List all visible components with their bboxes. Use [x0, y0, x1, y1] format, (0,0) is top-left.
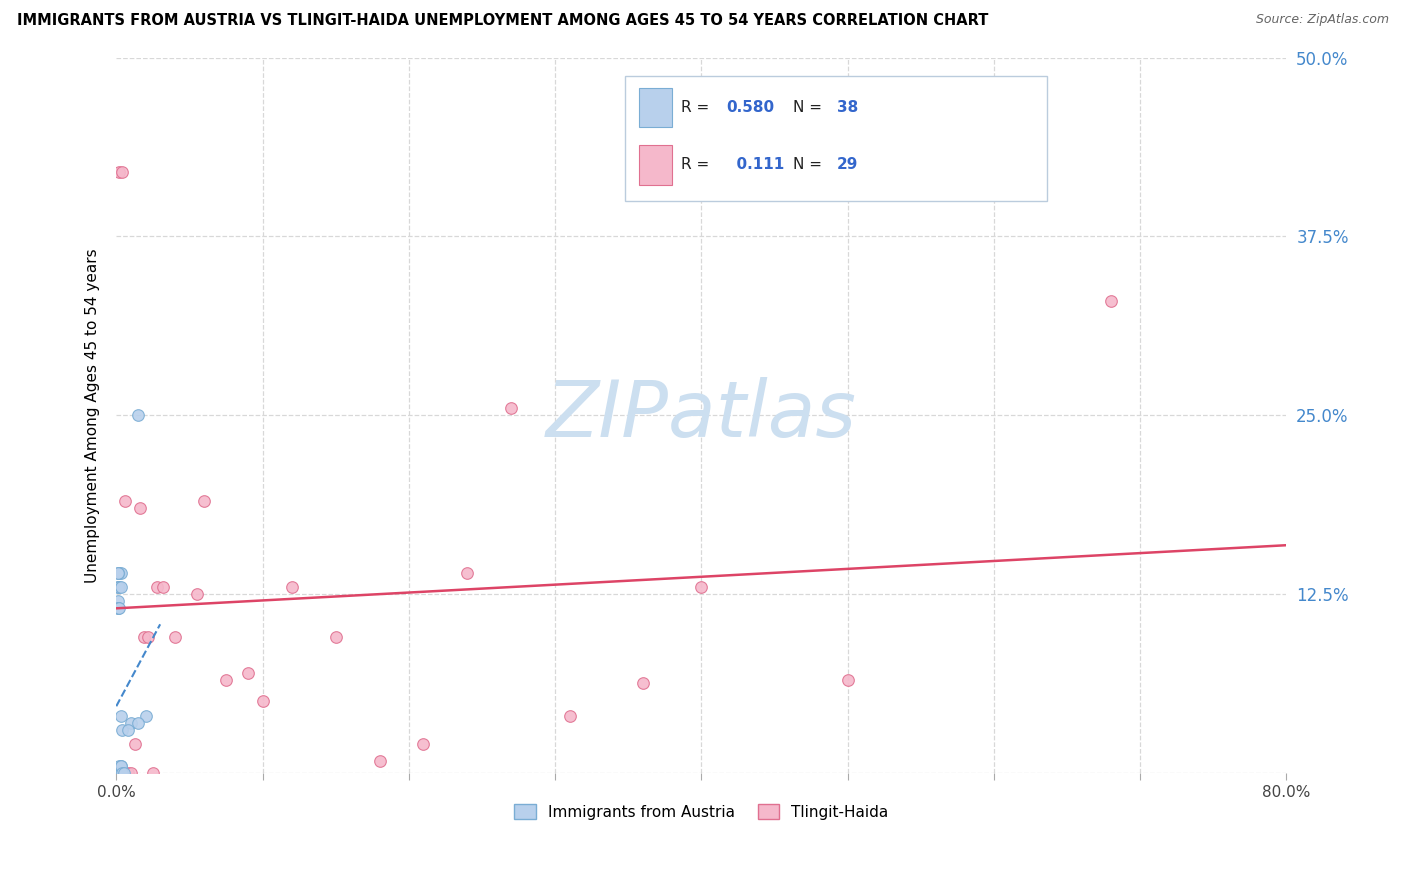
Point	[152, 580, 174, 594]
Point	[127, 408, 149, 422]
Point	[163, 630, 186, 644]
Text: 29: 29	[837, 158, 859, 172]
Point	[281, 580, 304, 594]
Point	[142, 765, 165, 780]
FancyBboxPatch shape	[626, 76, 1046, 201]
Point	[112, 765, 135, 780]
Point	[1099, 293, 1122, 308]
Point	[107, 566, 129, 580]
Point	[111, 765, 134, 780]
Text: R =: R =	[682, 100, 714, 115]
Point	[107, 765, 129, 780]
Point	[135, 708, 157, 723]
Point	[110, 765, 132, 780]
Point	[114, 494, 136, 508]
Point	[110, 566, 132, 580]
Point	[146, 580, 169, 594]
Point	[108, 566, 131, 580]
Point	[124, 737, 146, 751]
Y-axis label: Unemployment Among Ages 45 to 54 years: Unemployment Among Ages 45 to 54 years	[86, 248, 100, 582]
Point	[325, 630, 347, 644]
Point	[107, 580, 129, 594]
Point	[631, 675, 654, 690]
Point	[236, 665, 259, 680]
Point	[186, 587, 208, 601]
Text: ZIPatlas: ZIPatlas	[546, 377, 856, 453]
Point	[111, 723, 134, 737]
Point	[252, 694, 274, 708]
Point	[132, 630, 155, 644]
Point	[108, 765, 131, 780]
Point	[117, 765, 139, 780]
Legend: Immigrants from Austria, Tlingit-Haida: Immigrants from Austria, Tlingit-Haida	[508, 797, 894, 826]
Point	[107, 765, 129, 780]
Point	[456, 566, 478, 580]
Text: N =: N =	[793, 158, 827, 172]
Point	[111, 165, 134, 179]
Point	[108, 580, 131, 594]
Point	[837, 673, 859, 687]
Point	[120, 765, 142, 780]
Point	[107, 601, 129, 615]
Text: 0.580: 0.580	[725, 100, 775, 115]
Point	[558, 708, 581, 723]
Point	[105, 765, 128, 780]
Point	[127, 715, 149, 730]
Point	[110, 580, 132, 594]
Point	[107, 566, 129, 580]
Point	[117, 723, 139, 737]
Point	[107, 765, 129, 780]
Point	[107, 765, 129, 780]
Text: R =: R =	[682, 158, 714, 172]
Point	[108, 165, 131, 179]
Point	[193, 494, 215, 508]
Point	[108, 601, 131, 615]
Point	[368, 754, 391, 768]
Point	[412, 737, 434, 751]
Point	[107, 765, 129, 780]
Point	[138, 630, 160, 644]
Point	[128, 501, 150, 516]
Point	[107, 765, 129, 780]
Point	[108, 758, 131, 772]
Point	[215, 673, 238, 687]
Point	[108, 765, 131, 780]
Bar	[640, 88, 672, 128]
Point	[690, 580, 713, 594]
Text: N =: N =	[793, 100, 827, 115]
Bar	[640, 145, 672, 185]
Text: IMMIGRANTS FROM AUSTRIA VS TLINGIT-HAIDA UNEMPLOYMENT AMONG AGES 45 TO 54 YEARS : IMMIGRANTS FROM AUSTRIA VS TLINGIT-HAIDA…	[17, 13, 988, 29]
Point	[107, 765, 129, 780]
Point	[107, 601, 129, 615]
Point	[110, 708, 132, 723]
Point	[108, 765, 131, 780]
Point	[110, 765, 132, 780]
Point	[107, 580, 129, 594]
Text: 0.111: 0.111	[725, 158, 785, 172]
Point	[110, 758, 132, 772]
Text: 38: 38	[837, 100, 859, 115]
Point	[120, 715, 142, 730]
Text: Source: ZipAtlas.com: Source: ZipAtlas.com	[1256, 13, 1389, 27]
Point	[110, 758, 132, 772]
Point	[107, 594, 129, 608]
Point	[501, 401, 523, 415]
Point	[108, 765, 131, 780]
